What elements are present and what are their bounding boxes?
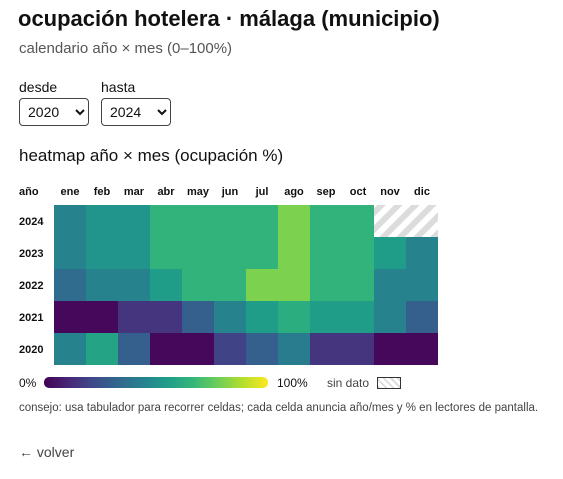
legend-min-label: 0% [19,376,37,390]
heatmap-cell[interactable] [214,269,246,301]
heatmap-cell[interactable] [310,269,342,301]
heatmap-cell[interactable] [214,333,246,365]
heatmap-cell[interactable] [278,269,310,301]
month-label: ago [284,186,304,198]
to-year-label: hasta [101,79,136,95]
heatmap-cell[interactable] [406,333,438,365]
heatmap-cell[interactable] [54,269,86,301]
heatmap-cell[interactable] [278,301,310,333]
year-label: 2020 [19,344,43,356]
year-label: 2021 [19,312,43,324]
heatmap-cell[interactable] [406,237,438,269]
row-header-label: año [19,186,39,198]
heatmap-cell[interactable] [246,301,278,333]
heatmap-cell[interactable] [278,205,310,237]
heatmap-cell[interactable] [86,237,118,269]
heatmap-cell[interactable] [310,237,342,269]
to-year-select[interactable]: 2024 [101,98,171,126]
heatmap-cell[interactable] [182,301,214,333]
month-label: nov [380,186,400,198]
heatmap-cell[interactable] [118,237,150,269]
month-label: sep [317,186,336,198]
heatmap-cell[interactable] [374,237,406,269]
heatmap-cell[interactable] [374,301,406,333]
heatmap-cell[interactable] [310,301,342,333]
heatmap-cell[interactable] [342,269,374,301]
heatmap-cell[interactable] [214,301,246,333]
heatmap-cell-no-data[interactable] [406,205,438,237]
heatmap-cell[interactable] [150,237,182,269]
heatmap-cell[interactable] [86,301,118,333]
page-title: ocupación hotelera · málaga (municipio) [18,6,440,31]
heatmap-cell[interactable] [54,301,86,333]
heatmap-cell[interactable] [342,237,374,269]
heatmap-cell[interactable] [182,269,214,301]
heatmap-cell[interactable] [342,205,374,237]
heatmap-cell[interactable] [310,333,342,365]
heatmap-cell[interactable] [246,237,278,269]
heatmap-cell[interactable] [54,333,86,365]
month-label: feb [94,186,111,198]
heatmap-chart: año ene feb mar abr may jun jul ago sep oct nov dic 2… [19,186,438,365]
page-subtitle: calendario año × mes (0–100%) [19,40,233,57]
month-label: oct [350,186,367,198]
to-year-field: hasta 2024 [101,79,171,126]
heatmap-cell[interactable] [214,205,246,237]
heatmap-cell[interactable] [214,237,246,269]
month-label: jun [221,186,239,198]
heatmap-cell[interactable] [118,301,150,333]
heatmap-cell[interactable] [342,301,374,333]
heatmap-cell[interactable] [150,205,182,237]
keyboard-hint: consejo: usa tabulador para recorrer cel… [19,402,539,414]
legend-no-data-label: sin dato [327,376,370,390]
year-label: 2023 [19,248,43,260]
heatmap-title: heatmap año × mes (ocupación %) [19,146,284,165]
heatmap-cell[interactable] [278,333,310,365]
heatmap-cell[interactable] [86,269,118,301]
back-link[interactable]: ← volver [19,444,75,460]
month-label: jul [255,186,269,198]
heatmap-cell[interactable] [54,205,86,237]
heatmap-cell[interactable] [182,333,214,365]
from-year-field: desde 2020 [19,79,89,126]
heatmap-cell[interactable] [406,301,438,333]
month-label: dic [414,186,430,198]
legend-no-data-swatch [377,377,401,389]
heatmap-cell[interactable] [182,205,214,237]
from-year-label: desde [19,79,58,95]
year-label: 2022 [19,280,43,292]
legend-max-label: 100% [277,376,308,390]
heatmap-cell[interactable] [182,237,214,269]
heatmap-cell-no-data[interactable] [374,205,406,237]
heatmap-cell[interactable] [150,269,182,301]
heatmap-cell[interactable] [246,205,278,237]
heatmap-cell[interactable] [86,333,118,365]
heatmap-cell[interactable] [342,333,374,365]
heatmap-cell[interactable] [118,333,150,365]
from-year-select[interactable]: 2020 [19,98,89,126]
heatmap-cell[interactable] [86,205,118,237]
heatmap-cell[interactable] [118,205,150,237]
month-label: may [187,186,210,198]
heatmap-cell[interactable] [118,269,150,301]
heatmap-cell[interactable] [374,333,406,365]
heatmap-cell[interactable] [310,205,342,237]
heatmap-cell[interactable] [374,269,406,301]
month-label: abr [157,186,175,198]
month-label: ene [61,186,80,198]
legend-color-bar [44,377,268,388]
year-label: 2024 [19,216,44,228]
heatmap-cell[interactable] [150,333,182,365]
heatmap-cell[interactable] [246,269,278,301]
heatmap-cell[interactable] [54,237,86,269]
heatmap-cell[interactable] [246,333,278,365]
heatmap-cell[interactable] [150,301,182,333]
heatmap-cell[interactable] [406,269,438,301]
heatmap-cell[interactable] [278,237,310,269]
month-label: mar [124,186,145,198]
